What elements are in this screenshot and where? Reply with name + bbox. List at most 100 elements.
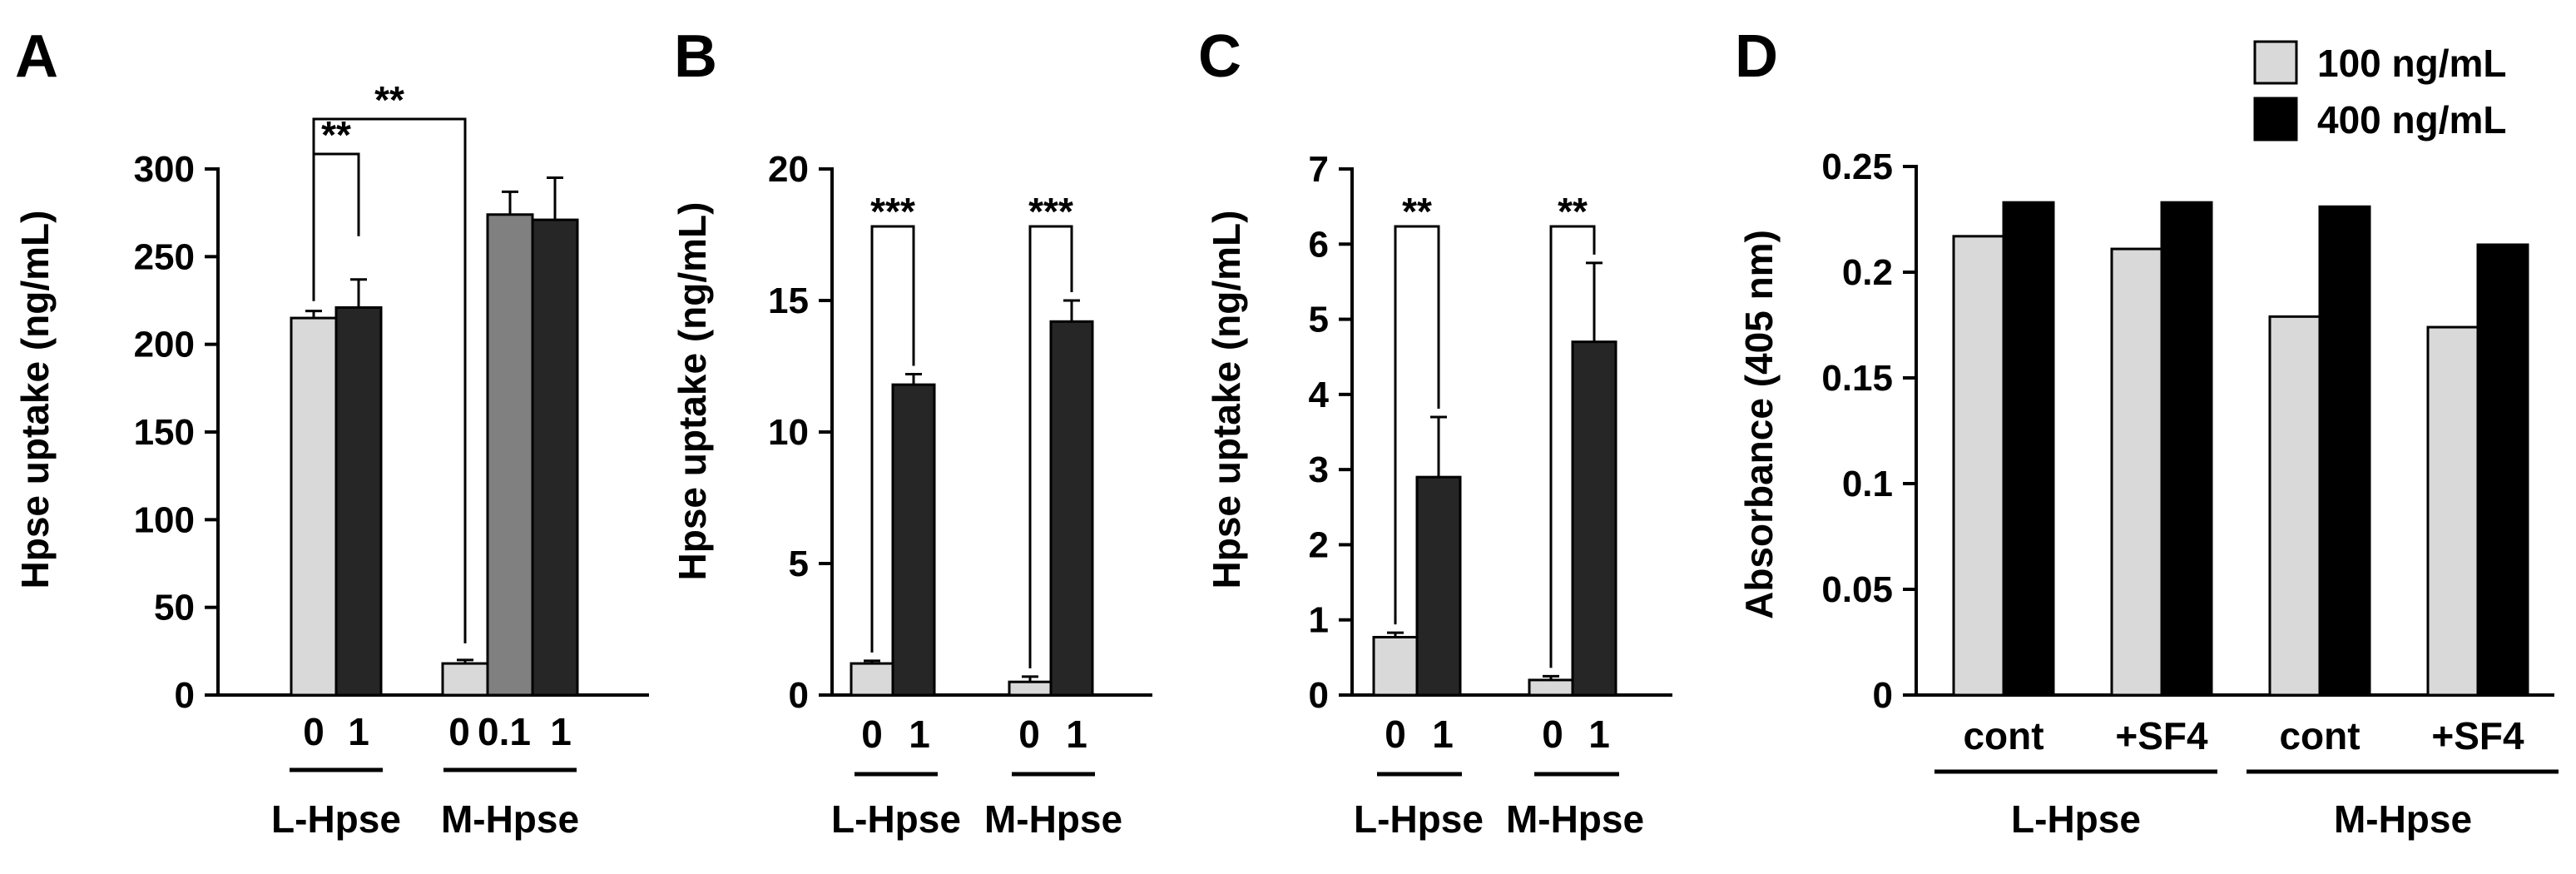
y-tick-label: 0.1 — [1842, 464, 1893, 504]
bar — [486, 213, 534, 697]
dose-label: 0 — [861, 713, 883, 756]
dose-label: 1 — [348, 710, 369, 753]
panel-label: B — [674, 23, 717, 90]
group-label: M-Hpse — [441, 797, 579, 841]
y-tick-label: 2 — [1309, 524, 1329, 565]
y-tick-label: 200 — [134, 325, 195, 365]
panel-label: A — [15, 23, 58, 90]
group-label: L-Hpse — [831, 797, 961, 841]
category-label: +SF4 — [2115, 714, 2208, 757]
bar — [290, 316, 338, 697]
bar — [2476, 243, 2529, 697]
significance-bracket — [1394, 225, 1440, 625]
significance-label: ** — [1402, 190, 1432, 233]
significance-bracket — [1549, 225, 1596, 668]
y-tick-label: 15 — [768, 281, 809, 321]
bar — [2160, 201, 2213, 697]
dose-label: 1 — [1066, 713, 1087, 756]
legend-entry: 400 ng/mL — [2317, 98, 2507, 142]
bar — [334, 305, 383, 697]
panel-label: D — [1735, 23, 1778, 90]
bar — [531, 218, 579, 697]
bar — [850, 662, 894, 697]
y-tick-label: 5 — [1309, 300, 1329, 340]
bar — [2002, 201, 2055, 697]
bar — [1571, 340, 1617, 697]
significance-label: *** — [870, 190, 915, 233]
y-axis-label: Hpse uptake (ng/mL) — [13, 211, 57, 589]
bar — [1528, 678, 1574, 697]
group-label: M-Hpse — [1506, 797, 1644, 841]
y-tick-label: 0 — [789, 675, 809, 716]
dose-label: 1 — [909, 713, 930, 756]
y-tick-label: 5 — [789, 544, 809, 584]
legend: 100 ng/mL 400 ng/mL — [2253, 40, 2507, 142]
group-label: L-Hpse — [1354, 797, 1484, 841]
legend-swatch — [2253, 40, 2298, 85]
group-label: L-Hpse — [271, 797, 401, 841]
y-tick-label: 100 — [134, 499, 195, 540]
dose-label: 1 — [550, 710, 572, 753]
category-label: +SF4 — [2431, 714, 2524, 757]
y-tick-label: 250 — [134, 236, 195, 277]
panel-label: C — [1198, 23, 1241, 90]
significance-bracket — [870, 225, 915, 653]
category-label: cont — [2279, 714, 2360, 757]
bar — [2268, 315, 2321, 697]
dose-label: 0.1 — [478, 710, 531, 753]
bar — [2110, 247, 2163, 697]
bar — [1952, 235, 2005, 697]
y-tick-label: 4 — [1309, 375, 1330, 415]
y-tick-label: 0.05 — [1821, 569, 1893, 610]
group-label: M-Hpse — [984, 797, 1122, 841]
significance-label: ** — [374, 78, 404, 122]
y-tick-label: 300 — [134, 149, 195, 190]
y-tick-label: 150 — [134, 412, 195, 453]
group-label: L-Hpse — [2011, 797, 2141, 841]
bar — [2318, 205, 2371, 697]
significance-label: *** — [1028, 190, 1073, 233]
y-tick-label: 0.15 — [1821, 358, 1893, 399]
y-tick-label: 0.25 — [1821, 146, 1893, 187]
y-tick-label: 1 — [1309, 600, 1329, 641]
panel-d: D 0 0.05 0.1 0.15 0.2 0.25 Absorbance (405 nm) c… — [1735, 23, 2559, 841]
dose-label: 0 — [303, 710, 324, 753]
y-tick-label: 6 — [1309, 224, 1329, 265]
dose-label: 0 — [1542, 713, 1563, 756]
y-tick-label: 0 — [1309, 675, 1329, 716]
dose-label: 0 — [1385, 713, 1406, 756]
y-axis-label: Hpse uptake (ng/mL) — [671, 202, 714, 581]
y-tick-label: 0 — [175, 675, 195, 716]
significance-label: ** — [1558, 190, 1588, 233]
y-tick-label: 20 — [768, 149, 809, 190]
significance-bracket — [312, 117, 467, 643]
y-tick-label: 0.2 — [1842, 252, 1893, 293]
y-axis-label: Hpse uptake (ng/mL) — [1205, 211, 1248, 589]
y-tick-label: 10 — [768, 412, 809, 453]
y-axis-label: Absorbance (405 nm) — [1737, 230, 1781, 619]
bar — [2426, 325, 2479, 697]
y-tick-label: 0 — [1873, 675, 1893, 716]
category-label: cont — [1963, 714, 2043, 757]
bar — [891, 383, 936, 697]
dose-label: 1 — [1588, 713, 1610, 756]
significance-bracket — [1028, 225, 1073, 668]
legend-entry: 100 ng/mL — [2317, 42, 2507, 85]
dose-label: 0 — [448, 710, 470, 753]
bar — [1049, 320, 1094, 697]
bar — [1008, 680, 1053, 697]
y-tick-label: 50 — [154, 588, 195, 628]
legend-swatch — [2253, 97, 2298, 142]
dose-label: 0 — [1018, 713, 1040, 756]
bar — [1415, 475, 1462, 697]
bar — [1372, 635, 1419, 697]
bar — [441, 662, 489, 697]
y-tick-label: 7 — [1309, 149, 1329, 190]
dose-label: 1 — [1432, 713, 1454, 756]
y-tick-label: 3 — [1309, 449, 1329, 490]
group-label: M-Hpse — [2334, 797, 2472, 841]
